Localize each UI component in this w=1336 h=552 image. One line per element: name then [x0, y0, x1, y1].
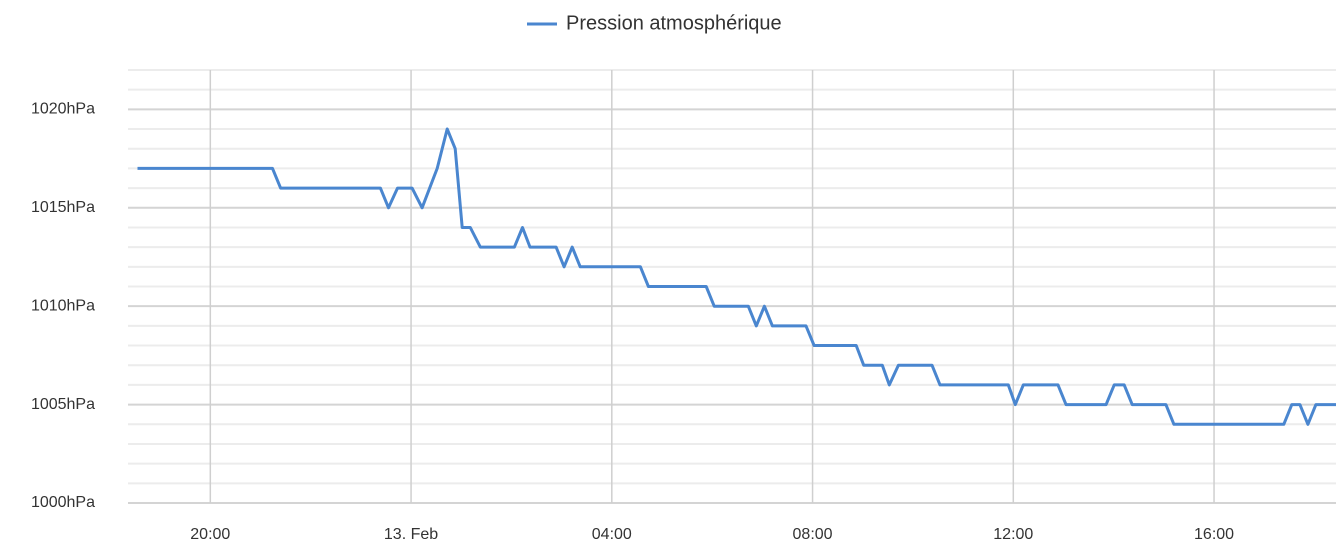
y-tick-label: 1000hPa [31, 494, 95, 511]
y-tick-label: 1005hPa [31, 396, 95, 413]
x-tick-label: 04:00 [592, 526, 632, 543]
x-tick-label: 08:00 [793, 526, 833, 543]
x-tick-label: 20:00 [190, 526, 230, 543]
legend-label: Pression atmosphérique [566, 12, 782, 34]
x-tick-label: 16:00 [1194, 526, 1234, 543]
x-tick-label: 13. Feb [384, 526, 438, 543]
y-tick-label: 1020hPa [31, 101, 95, 118]
x-tick-label: 12:00 [993, 526, 1033, 543]
y-tick-label: 1010hPa [31, 297, 95, 314]
data-line [138, 129, 1336, 424]
y-tick-label: 1015hPa [31, 199, 95, 216]
